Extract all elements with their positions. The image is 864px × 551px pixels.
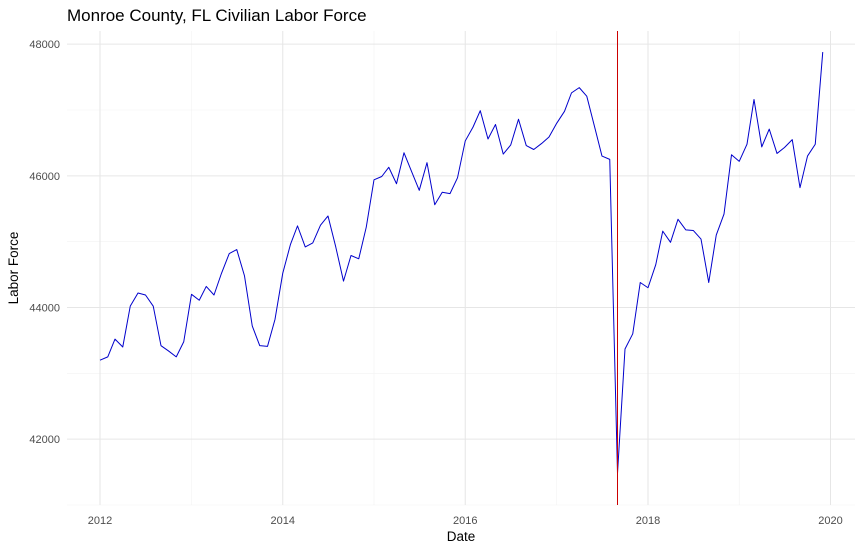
x-tick-label: 2016 <box>453 515 477 527</box>
chart-marks <box>99 31 824 505</box>
minor-gridlines <box>67 31 855 506</box>
x-tick-label: 2018 <box>636 515 660 527</box>
y-axis-title: Labor Force <box>6 232 21 305</box>
series-line <box>99 52 824 474</box>
y-tick-label: 44000 <box>29 303 60 315</box>
tick-labels: 42000 44000 46000 48000 2012 2014 2016 2018 2020 <box>29 39 842 527</box>
y-tick-label: 42000 <box>29 434 60 446</box>
x-axis-title: Date <box>447 529 476 544</box>
y-tick-label: 48000 <box>29 39 60 51</box>
x-tick-label: 2012 <box>88 515 112 527</box>
y-tick-label: 46000 <box>29 171 60 183</box>
x-tick-label: 2014 <box>271 515 295 527</box>
major-gridlines <box>67 31 855 505</box>
chart-title: Monroe County, FL Civilian Labor Force <box>67 6 367 25</box>
x-tick-label: 2020 <box>818 515 842 527</box>
